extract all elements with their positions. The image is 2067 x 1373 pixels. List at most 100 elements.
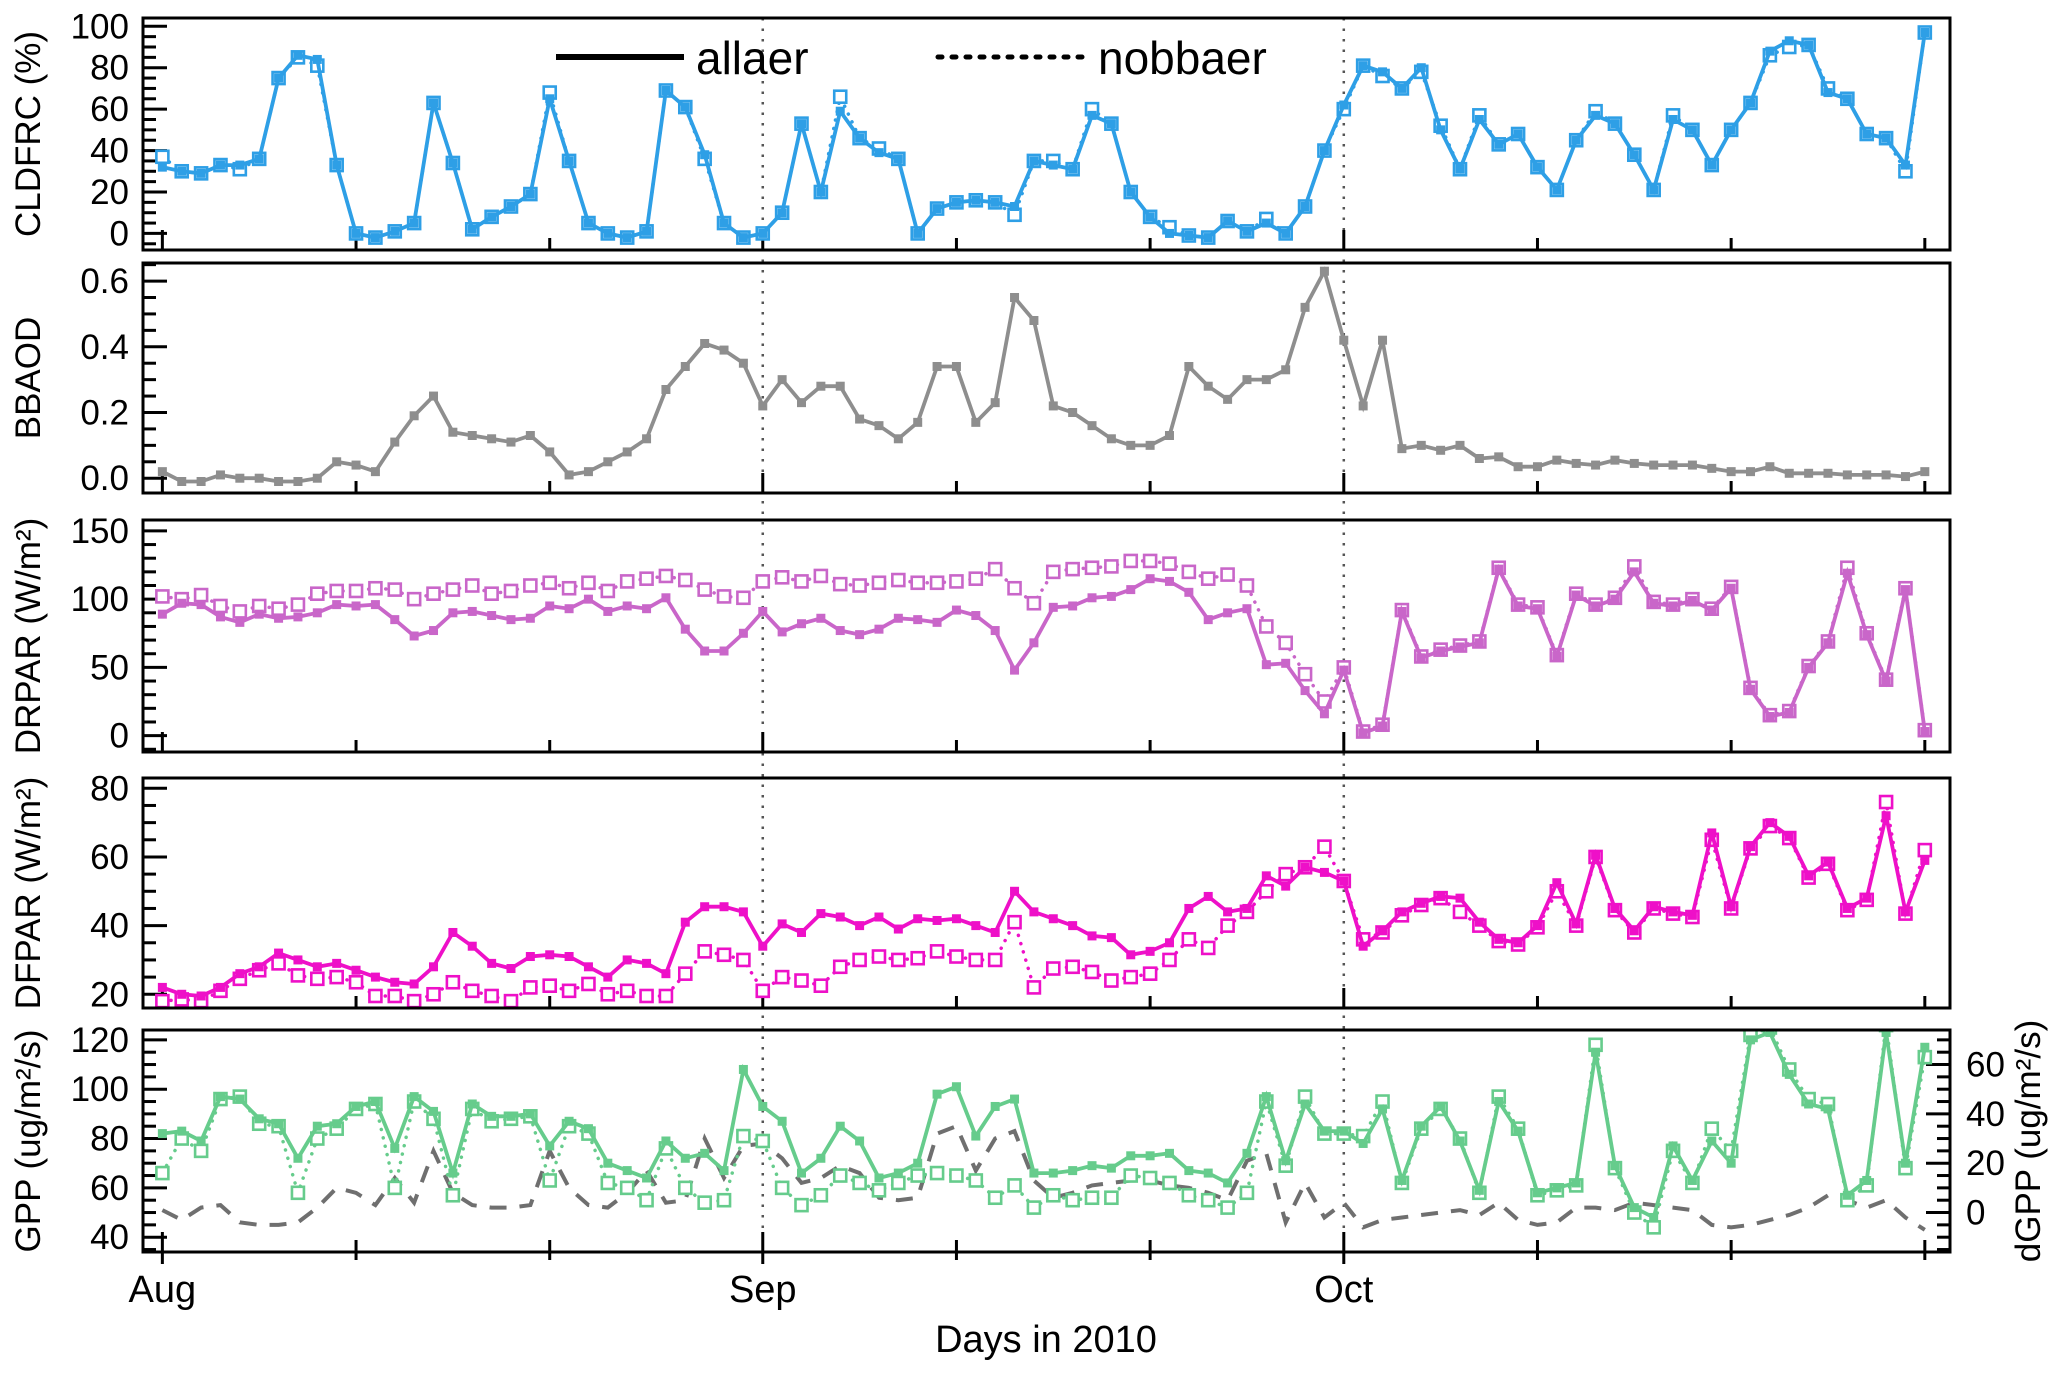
allaer-marker-filled-square <box>1668 907 1678 917</box>
allaer-marker-filled-square <box>1784 707 1794 717</box>
allaer-marker-filled-square <box>1707 1136 1717 1146</box>
allaer-marker-filled-square <box>525 189 535 199</box>
allaer-marker-filled-square <box>1416 1121 1426 1131</box>
allaer-marker-filled-square <box>913 914 923 924</box>
nobbaer-marker-open-square <box>949 949 964 964</box>
nobbaer-marker-open-square <box>581 976 596 992</box>
allaer-marker-filled-square <box>545 950 555 960</box>
nobbaer-marker-open-square <box>697 1195 712 1210</box>
nobbaer-marker-open-square <box>426 986 441 1002</box>
allaer-marker-filled-square <box>1378 926 1388 936</box>
nobbaer-marker-open-square <box>871 575 887 591</box>
ylabel-dgpp-right: dGPP (ug/m²/s) <box>2009 1020 2048 1262</box>
allaer-marker-filled-square <box>235 617 245 627</box>
allaer-marker-filled-square <box>1881 133 1891 143</box>
allaer-marker-filled-square <box>680 362 690 371</box>
xaxis-title: Days in 2010 <box>935 1319 1157 1361</box>
allaer-marker-filled-square <box>719 902 729 912</box>
allaer-marker-filled-square <box>1687 1175 1697 1185</box>
allaer-marker-filled-square <box>1591 1047 1601 1057</box>
allaer-marker-filled-square <box>157 982 167 992</box>
allaer-marker-filled-square <box>370 233 380 243</box>
allaer-marker-filled-square <box>1804 662 1814 672</box>
ylabel-drpar: DRPAR (W/m²) <box>9 518 48 755</box>
allaer-marker-filled-square <box>1765 818 1775 828</box>
nobbaer-marker-open-square <box>1162 556 1177 571</box>
allaer-marker-filled-square <box>1649 460 1659 470</box>
drpar-ytick-label: 0 <box>110 717 129 756</box>
nobbaer-marker-open-square <box>1084 964 1100 980</box>
allaer-marker-filled-square <box>1416 653 1426 663</box>
allaer-marker-filled-square <box>1223 216 1233 226</box>
cldfrc-frame <box>141 16 1952 252</box>
allaer-marker-filled-square <box>1746 684 1756 694</box>
nobbaer-marker-open-square <box>310 586 325 601</box>
nobbaer-marker-open-square <box>677 572 693 588</box>
allaer-marker-filled-square <box>796 119 806 129</box>
allaer-marker-filled-square <box>409 218 419 228</box>
allaer-marker-filled-square <box>951 197 961 207</box>
allaer-marker-filled-square <box>1223 907 1233 917</box>
nobbaer-marker-open-square <box>406 591 422 607</box>
allaer-marker-filled-square <box>1223 1178 1233 1188</box>
allaer-marker-filled-square <box>990 927 1000 937</box>
allaer-marker-filled-square <box>390 977 400 987</box>
allaer-marker-filled-square <box>525 431 535 440</box>
allaer-marker-filled-square <box>700 902 710 912</box>
allaer-marker-filled-square <box>1126 187 1136 197</box>
dfpar-y-ticks: 20 40 60 80 <box>90 769 167 1014</box>
allaer-marker-filled-square <box>1842 568 1852 578</box>
allaer-marker-filled-square <box>545 447 555 457</box>
nobbaer-marker-open-square <box>697 944 712 959</box>
nobbaer-marker-open-square <box>193 587 209 603</box>
allaer-marker-filled-square <box>583 467 593 477</box>
allaer-marker-filled-square <box>893 434 903 444</box>
allaer-marker-filled-square <box>254 1114 264 1124</box>
allaer-marker-filled-square <box>1900 160 1910 170</box>
allaer-marker-filled-square <box>448 608 458 618</box>
nobbaer-marker-open-square <box>1007 1178 1022 1193</box>
allaer-marker-filled-square <box>893 613 903 623</box>
drpar-series-nobbaer <box>155 553 1933 739</box>
allaer-marker-filled-square <box>661 1136 671 1146</box>
cldfrc-ytick-label: 100 <box>71 7 129 46</box>
allaer-marker-filled-square <box>1397 444 1407 454</box>
allaer-marker-filled-square <box>1513 1126 1523 1136</box>
allaer-marker-filled-square <box>370 1097 380 1107</box>
allaer-marker-filled-square <box>971 611 981 621</box>
nobbaer-marker-open-square <box>1162 952 1177 968</box>
allaer-marker-filled-square <box>835 106 845 116</box>
nobbaer-marker-open-square <box>1278 866 1293 882</box>
allaer-marker-filled-square <box>1087 421 1097 431</box>
allaer-marker-filled-square <box>583 962 593 972</box>
nobbaer-marker-open-square <box>1181 564 1197 580</box>
allaer-marker-filled-square <box>1029 638 1039 648</box>
allaer-marker-filled-square <box>1842 470 1852 480</box>
allaer-marker-filled-square <box>293 955 303 965</box>
nobbaer-marker-open-square <box>891 572 906 588</box>
allaer-marker-filled-square <box>1281 881 1291 891</box>
nobbaer-marker-open-square <box>484 586 499 601</box>
cldfrc-series-allaer <box>157 28 1930 243</box>
allaer-marker-filled-square <box>990 197 1000 207</box>
nobbaer-marker-open-square <box>1026 1200 1042 1215</box>
allaer-marker-filled-square <box>1010 202 1020 211</box>
allaer-marker-filled-square <box>487 434 497 444</box>
allaer-marker-filled-square <box>642 434 652 444</box>
bbaod-x-ticks <box>160 473 1927 493</box>
allaer-marker-filled-square <box>177 598 187 608</box>
nobbaer-marker-open-square <box>794 574 809 589</box>
nobbaer-marker-open-square <box>1200 940 1216 956</box>
allaer-marker-filled-square <box>1106 591 1116 601</box>
allaer-marker-filled-square <box>506 1111 516 1121</box>
allaer-marker-filled-square <box>1746 467 1756 477</box>
allaer-marker-filled-square <box>1223 608 1233 618</box>
nobbaer-marker-open-square <box>1007 914 1022 930</box>
allaer-marker-filled-square <box>1087 593 1097 603</box>
nobbaer-marker-open-square <box>271 956 286 971</box>
allaer-marker-filled-square <box>235 473 245 483</box>
allaer-marker-filled-square <box>1319 1126 1329 1136</box>
nobbaer-marker-open-square <box>348 974 364 990</box>
